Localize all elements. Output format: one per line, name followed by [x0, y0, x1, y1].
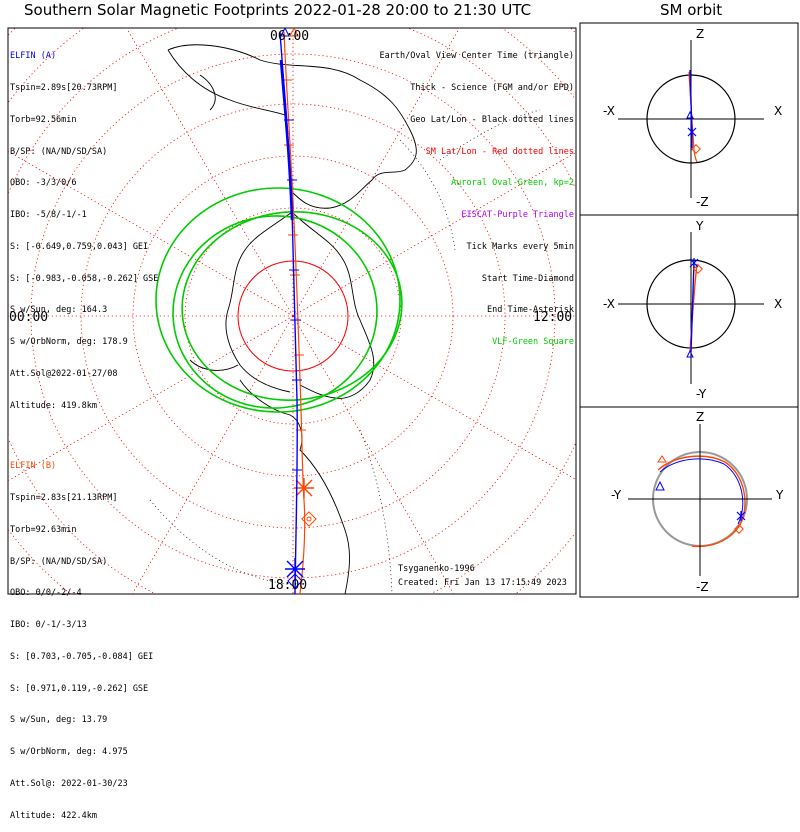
- map-frame: [7, 27, 577, 595]
- orbit-xy-right-label: X: [774, 297, 782, 311]
- legend-item: Tick Marks every 5min: [466, 241, 574, 252]
- orbit-panel-xy: [618, 232, 764, 384]
- probe-a-tick-marks: [284, 119, 302, 471]
- probe-b-line: Torb=92.63min: [10, 524, 77, 535]
- model-name: Tsyganenko-1996: [398, 564, 475, 574]
- auroral-oval: [155, 187, 403, 413]
- probe-b-line: S w/OrbNorm, deg: 4.975: [10, 747, 128, 758]
- orbit-xz-top-label: Z: [696, 27, 704, 41]
- probe-a-line: S w/Sun, deg: 164.3: [10, 305, 108, 316]
- orbit-yz-bottom-label: -Z: [696, 580, 709, 594]
- probe-b-line: S: [0.971,0.119,-0.262] GSE: [10, 683, 149, 694]
- clock-label-left: 00:00: [9, 310, 48, 325]
- orbit-xz-left-label: -X: [603, 104, 615, 118]
- probe-a-line: Att.Sol@2022-01-27/08: [10, 369, 118, 379]
- probe-b-info: ELFIN (B) Tspin=2.83s[21.13RPM] Torb=92.…: [10, 440, 153, 832]
- orbit-panel-xy-frame: [579, 214, 799, 408]
- geo-grid: [149, 109, 541, 594]
- probe-a-line: Tspin=2.89s[20.73RPM]: [10, 82, 118, 93]
- probe-a-line: OBO: -3/3/0/6: [10, 178, 77, 189]
- orbit-yz-right-label: Y: [775, 488, 784, 502]
- probe-a-line: S: [-0.649,0.759,0.043] GEI: [10, 241, 149, 252]
- probe-a-line: S: [-0.983,-0.058,-0.262] GSE: [10, 273, 159, 284]
- probe-a-name: ELFIN (A): [10, 51, 57, 62]
- legend-item: Auroral Oval-Green, kp=2: [451, 178, 574, 189]
- probe-b-line: OBO: 0/0/-2/-4: [10, 588, 82, 599]
- probe-b-line: S: [0.703,-0.705,-0.084] GEI: [10, 651, 154, 662]
- probe-a-track: [279, 28, 305, 594]
- orbit-xz-right-label: X: [774, 104, 782, 118]
- created-timestamp: Created: Fri Jan 13 17:15:49 2023: [398, 578, 567, 588]
- probe-a-line: IBO: -5/8/-1/-1: [10, 210, 87, 221]
- probe-b-line: B/SP: (NA/ND/SD/SA): [10, 556, 108, 567]
- probe-b-name: ELFIN (B): [10, 461, 57, 472]
- main-title: Southern Solar Magnetic Footprints 2022-…: [24, 1, 532, 19]
- probe-b-start-diamond: [301, 511, 317, 527]
- probe-b-line: Att.Sol@: 2022-01-30/23: [10, 779, 128, 789]
- orbit-xy-bottom-label: -Y: [696, 387, 707, 401]
- probe-a-start-diamond: [287, 573, 303, 589]
- probe-a-info: ELFIN (A) Tspin=2.89s[20.73RPM] Torb=92.…: [10, 30, 158, 422]
- probe-b-triangle: [289, 28, 299, 37]
- clock-label-top: 06:00: [270, 29, 309, 44]
- probe-b-track: [282, 28, 317, 594]
- probe-a-end-asterisk: [285, 558, 305, 580]
- probe-b-line: Tspin=2.83s[21.13RPM]: [10, 492, 118, 503]
- orbit-title: SM orbit: [660, 1, 723, 19]
- orbit-yz-top-label: Z: [696, 410, 704, 424]
- legend-item: SM Lat/Lon - Red dotted lines: [425, 146, 574, 157]
- probe-b-line: IBO: 0/-1/-3/13: [10, 620, 87, 631]
- orbit-yz-left-label: -Y: [611, 488, 622, 502]
- legend: Earth/Oval View Center Time (triangle) T…: [380, 30, 574, 358]
- legend-item: VLF-Green Square: [492, 337, 574, 348]
- probe-a-line: Torb=92.56min: [10, 114, 77, 125]
- clock-label-bottom: 18:00: [268, 578, 307, 593]
- footprint-plot: 06:00 18:00 00:00 12:00 Z -Z -X X Y -Y -…: [7, 22, 799, 598]
- probe-a-line: B/SP: (NA/ND/SD/SA): [10, 146, 108, 157]
- legend-item: EISCAT-Purple Triangle: [461, 210, 574, 221]
- orbit-xy-top-label: Y: [695, 219, 704, 233]
- probe-a-line: Altitude: 419.8km: [10, 400, 97, 411]
- legend-item: End Time-Asterisk: [487, 305, 574, 316]
- legend-item: Start Time-Diamond: [481, 273, 574, 284]
- legend-item: Thick - Science (FGM and/or EPD): [410, 82, 574, 93]
- legend-item: Geo Lat/Lon - Black dotted lines: [410, 114, 574, 125]
- orbit-panel-yz: [628, 424, 772, 576]
- clock-label-right: 12:00: [533, 310, 572, 325]
- orbit-panel-yz-frame: [579, 406, 799, 598]
- probe-b-line: Altitude: 422.4km: [10, 810, 97, 821]
- legend-item: Earth/Oval View Center Time (triangle): [379, 51, 574, 62]
- orbit-xy-left-label: -X: [603, 297, 615, 311]
- probe-a-line: S w/OrbNorm, deg: 178.9: [10, 337, 128, 348]
- polar-map: [8, 28, 576, 594]
- probe-b-line: S w/Sun, deg: 13.79: [10, 715, 108, 726]
- orbit-xz-bottom-label: -Z: [696, 195, 709, 209]
- probe-b-start-dot: [306, 516, 312, 522]
- probe-a-triangle: [280, 28, 290, 37]
- orbit-panel-xz: [618, 40, 764, 198]
